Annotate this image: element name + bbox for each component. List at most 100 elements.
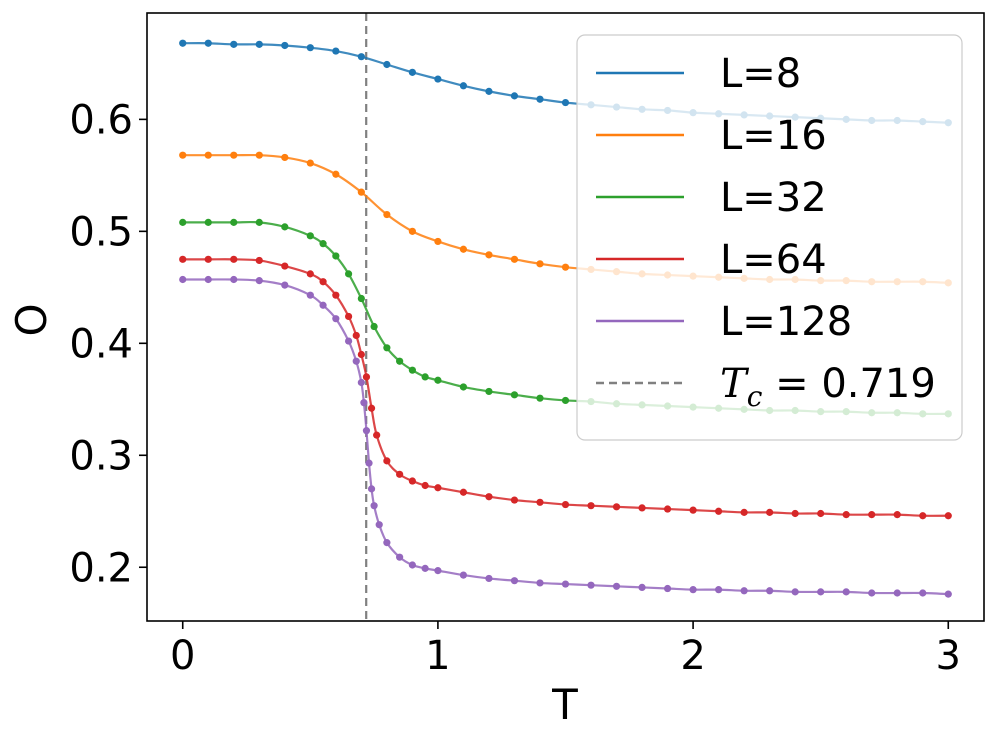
data-point <box>919 589 927 597</box>
data-point <box>230 218 238 226</box>
data-point <box>281 281 289 289</box>
data-point <box>352 331 360 340</box>
data-point <box>383 210 391 219</box>
data-point <box>204 255 212 263</box>
data-point <box>868 589 876 597</box>
data-point <box>281 153 289 162</box>
data-point <box>408 68 416 76</box>
data-point <box>179 218 187 226</box>
data-point <box>332 170 340 178</box>
data-point <box>306 159 314 167</box>
data-point <box>362 373 371 381</box>
data-point <box>255 218 263 226</box>
data-point <box>204 218 212 226</box>
data-point <box>255 40 263 48</box>
data-point <box>919 512 927 520</box>
data-point <box>396 357 404 365</box>
data-point <box>255 277 263 285</box>
data-point <box>561 500 570 509</box>
data-point <box>561 580 570 588</box>
y-tick-label: 0.3 <box>69 433 133 479</box>
data-point <box>510 577 519 585</box>
y-tick-label: 0.2 <box>69 545 133 591</box>
data-point <box>204 151 212 159</box>
data-point <box>510 92 519 100</box>
data-point <box>434 484 442 492</box>
data-point <box>459 82 468 90</box>
data-point <box>715 507 723 515</box>
data-point <box>408 561 416 569</box>
data-point <box>715 586 723 594</box>
data-point <box>434 237 442 246</box>
data-point <box>332 47 340 55</box>
data-point <box>306 232 314 240</box>
data-point <box>373 431 381 439</box>
data-point <box>306 270 314 278</box>
data-point <box>255 151 263 159</box>
data-point <box>396 470 404 478</box>
series-l-64 <box>179 255 952 520</box>
data-point <box>459 571 468 579</box>
data-point <box>408 227 416 235</box>
data-point <box>421 481 429 490</box>
data-point <box>485 251 493 259</box>
legend-label-tc: Tc = 0.719 <box>720 361 936 413</box>
data-point <box>344 270 353 278</box>
data-point <box>367 404 376 412</box>
data-point <box>561 263 570 271</box>
data-point <box>434 376 442 384</box>
y-axis-label: O <box>7 303 56 336</box>
data-point <box>375 521 383 529</box>
data-point <box>357 53 365 61</box>
data-point <box>536 260 544 268</box>
data-point <box>179 39 187 47</box>
data-point <box>459 383 468 391</box>
data-point <box>383 344 391 352</box>
x-tick-label: 0 <box>170 633 195 679</box>
data-point <box>332 315 340 323</box>
data-point <box>179 255 187 263</box>
data-point <box>510 255 519 263</box>
data-point <box>434 75 442 83</box>
data-point <box>561 98 570 107</box>
x-tick-label: 3 <box>936 633 961 679</box>
data-point <box>485 574 493 583</box>
data-point <box>740 508 748 516</box>
y-tick-label: 0.5 <box>69 209 133 255</box>
x-tick-label: 2 <box>680 633 705 679</box>
legend-label: L=8 <box>720 51 801 97</box>
data-point <box>638 504 646 512</box>
data-point <box>791 509 799 518</box>
series-l-128 <box>179 275 952 598</box>
data-point <box>689 506 697 514</box>
data-point <box>817 509 825 518</box>
data-point <box>360 399 368 407</box>
legend: L=8 L=16 L=32 L=64 L=128 Tc = 0.719 <box>576 34 963 441</box>
data-point <box>370 322 378 331</box>
data-point <box>766 508 774 516</box>
data-point <box>536 394 544 402</box>
data-point <box>319 278 327 286</box>
data-point <box>383 539 391 547</box>
data-point <box>230 40 238 48</box>
data-point <box>357 294 365 303</box>
axis-ticks: 0 1 2 3 0.2 0.3 0.4 0.5 0.6 <box>69 97 961 679</box>
data-point <box>281 41 289 50</box>
data-point <box>817 588 825 596</box>
data-point <box>230 151 238 159</box>
data-point <box>893 511 901 519</box>
data-point <box>510 391 519 399</box>
data-point <box>459 488 468 496</box>
data-point <box>306 44 314 52</box>
data-point <box>230 255 238 263</box>
data-point <box>365 459 373 467</box>
data-point <box>663 505 672 513</box>
data-point <box>179 151 187 159</box>
data-point <box>740 587 748 595</box>
data-point <box>281 262 289 270</box>
data-point <box>510 496 519 504</box>
data-point <box>370 502 378 510</box>
legend-label: L=64 <box>720 237 827 283</box>
x-tick-label: 1 <box>425 633 450 679</box>
data-point <box>638 583 646 592</box>
